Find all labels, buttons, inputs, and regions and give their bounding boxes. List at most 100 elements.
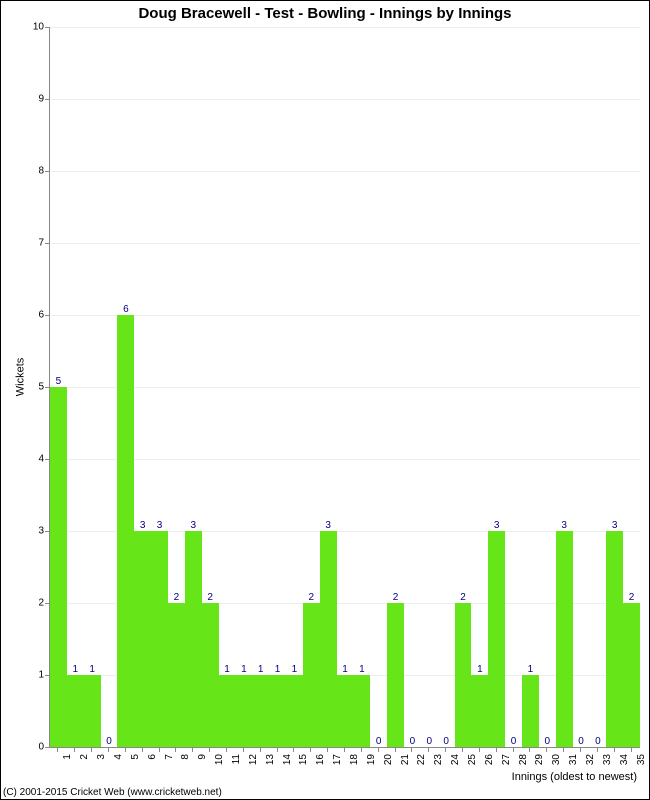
bar: 1 [67,675,84,747]
xtick-label: 5 [130,754,141,760]
gridline-h [50,387,640,388]
bar-value-label: 3 [556,520,573,531]
xtick-mark [395,747,396,752]
xtick-mark [631,747,632,752]
xtick-mark [496,747,497,752]
xtick-label: 19 [366,754,377,765]
xtick-label: 31 [568,754,579,765]
xtick-label: 3 [96,754,107,760]
bar-value-label: 0 [589,736,606,747]
bar-value-label: 0 [370,736,387,747]
xtick-label: 16 [315,754,326,765]
gridline-h [50,315,640,316]
chart-container: Doug Bracewell - Test - Bowling - Inning… [0,0,650,800]
chart-title: Doug Bracewell - Test - Bowling - Inning… [1,5,649,22]
xtick-label: 32 [585,754,596,765]
bar-value-label: 0 [539,736,556,747]
xtick-label: 14 [282,754,293,765]
xtick-label: 28 [518,754,529,765]
ytick-label: 4 [38,454,44,465]
xtick-mark [293,747,294,752]
xtick-label: 17 [332,754,343,765]
ytick-label: 9 [38,94,44,105]
bar-value-label: 2 [202,592,219,603]
xtick-label: 27 [501,754,512,765]
bar: 1 [84,675,101,747]
xtick-label: 6 [147,754,158,760]
xtick-label: 11 [231,754,242,764]
bar: 1 [235,675,252,747]
bar-value-label: 1 [522,664,539,675]
plot-area: 0123456789105110633232111112311020002130… [49,27,640,748]
bar: 2 [455,603,472,747]
bar-value-label: 3 [606,520,623,531]
bar-value-label: 1 [252,664,269,675]
xtick-mark [159,747,160,752]
bar-value-label: 6 [117,304,134,315]
bar-value-label: 5 [50,376,67,387]
gridline-h [50,459,640,460]
bar-value-label: 3 [134,520,151,531]
xtick-mark [597,747,598,752]
bar: 3 [185,531,202,747]
xtick-label: 15 [298,754,309,765]
xtick-mark [563,747,564,752]
bar: 3 [151,531,168,747]
xtick-mark [411,747,412,752]
xtick-label: 9 [197,754,208,760]
xtick-label: 8 [180,754,191,760]
xtick-label: 20 [383,754,394,765]
bar: 2 [168,603,185,747]
bar: 1 [286,675,303,747]
xtick-label: 34 [619,754,630,765]
bar: 2 [623,603,640,747]
bar-value-label: 3 [488,520,505,531]
bar: 2 [202,603,219,747]
bar-value-label: 2 [623,592,640,603]
gridline-h [50,243,640,244]
bar-value-label: 1 [84,664,101,675]
xtick-label: 35 [636,754,647,765]
bar-value-label: 2 [455,592,472,603]
xtick-mark [546,747,547,752]
xtick-mark [277,747,278,752]
bar-value-label: 3 [151,520,168,531]
bar: 2 [303,603,320,747]
xtick-label: 10 [214,754,225,765]
ytick-label: 7 [38,238,44,249]
bar: 3 [488,531,505,747]
bar: 6 [117,315,134,747]
ytick-mark [45,27,50,28]
bar-value-label: 3 [185,520,202,531]
bar-value-label: 0 [505,736,522,747]
bar-value-label: 1 [337,664,354,675]
ytick-label: 5 [38,382,44,393]
xtick-label: 23 [433,754,444,765]
bar: 1 [337,675,354,747]
bar-value-label: 1 [286,664,303,675]
bar-value-label: 2 [387,592,404,603]
copyright-text: (C) 2001-2015 Cricket Web (www.cricketwe… [3,787,222,798]
xtick-mark [125,747,126,752]
ytick-label: 8 [38,166,44,177]
y-axis-label: Wickets [14,358,26,397]
xtick-mark [614,747,615,752]
xtick-label: 21 [400,754,411,765]
gridline-h [50,171,640,172]
xtick-label: 26 [484,754,495,765]
ytick-label: 1 [38,670,44,681]
xtick-mark [580,747,581,752]
xtick-label: 22 [416,754,427,765]
xtick-mark [529,747,530,752]
bar-value-label: 1 [67,664,84,675]
bar: 1 [252,675,269,747]
xtick-label: 25 [467,754,478,765]
ytick-label: 10 [33,22,44,33]
ytick-label: 0 [38,742,44,753]
xtick-mark [243,747,244,752]
xtick-mark [142,747,143,752]
bar-value-label: 1 [219,664,236,675]
ytick-mark [45,315,50,316]
bar: 1 [522,675,539,747]
xtick-mark [361,747,362,752]
